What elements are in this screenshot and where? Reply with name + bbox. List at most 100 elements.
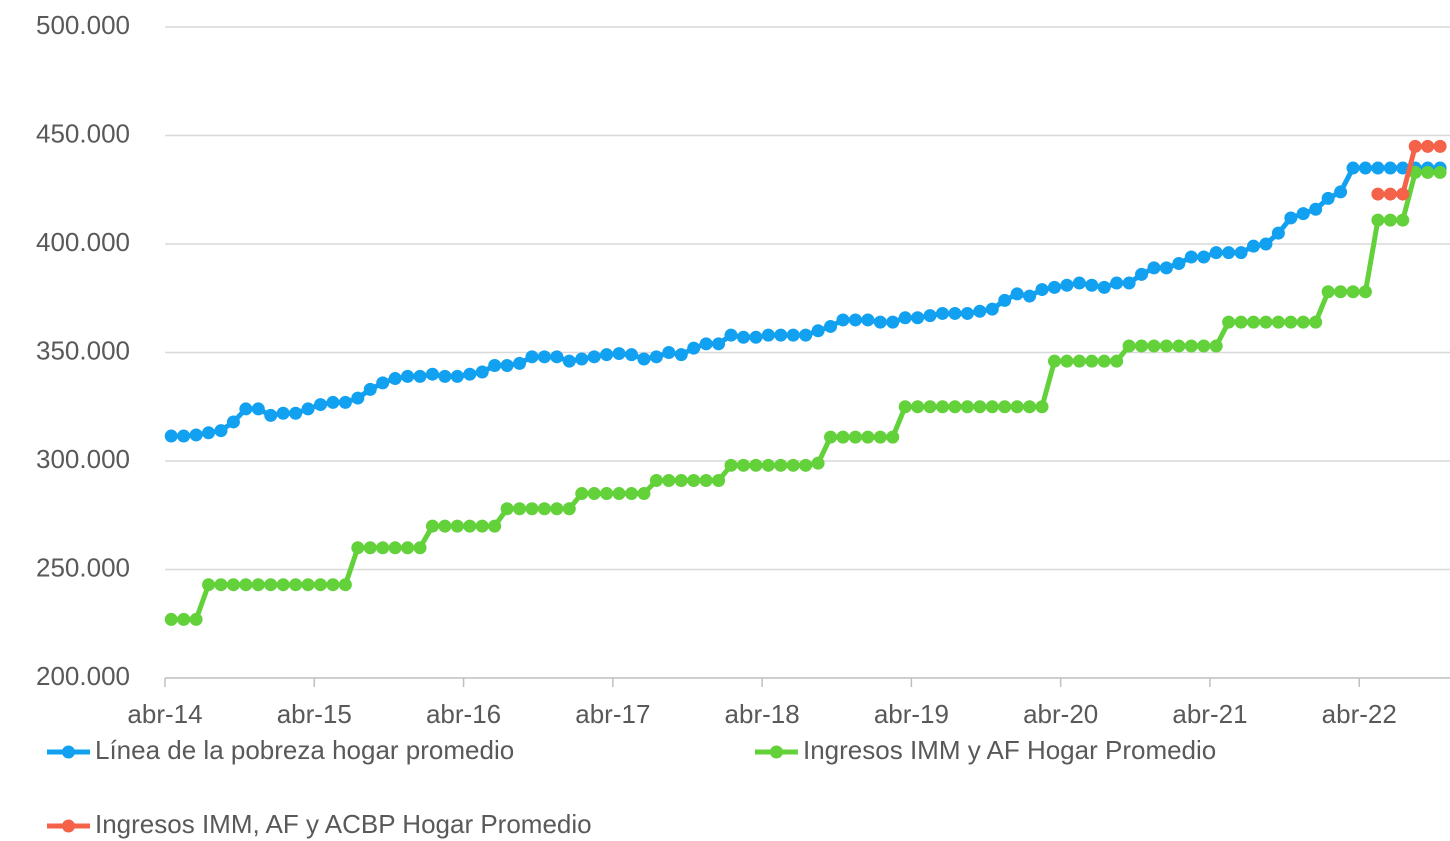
data-point (1110, 276, 1124, 290)
data-point (1284, 315, 1298, 329)
data-point (1047, 354, 1061, 368)
data-point (824, 430, 838, 444)
data-point (1159, 339, 1173, 353)
data-point (289, 406, 303, 420)
data-point (251, 578, 265, 592)
data-point (1110, 354, 1124, 368)
data-point (587, 487, 601, 501)
data-point (550, 502, 564, 516)
data-point (848, 313, 862, 327)
data-point (761, 458, 775, 472)
data-point (1408, 139, 1422, 153)
data-point (1060, 278, 1074, 292)
data-point (401, 541, 415, 555)
data-point (1321, 285, 1335, 299)
data-point (1184, 250, 1198, 264)
data-point (264, 408, 278, 422)
data-point (861, 313, 875, 327)
data-point (450, 519, 464, 533)
x-tick-label: abr-14 (127, 699, 202, 729)
data-point (226, 578, 240, 592)
data-point (1085, 278, 1099, 292)
data-point (1234, 315, 1248, 329)
data-point (886, 430, 900, 444)
data-point (886, 315, 900, 329)
y-tick-label: 200.000 (36, 661, 130, 691)
data-point (488, 359, 502, 373)
x-tick-label: abr-16 (426, 699, 501, 729)
x-tick-label: abr-17 (575, 699, 650, 729)
legend-marker (62, 819, 75, 833)
legend-marker (62, 745, 75, 759)
data-point (699, 474, 713, 488)
data-point (550, 350, 564, 364)
data-point (662, 474, 676, 488)
data-point (936, 306, 949, 320)
y-tick-label: 250.000 (36, 552, 130, 582)
data-point (923, 400, 937, 414)
data-point (475, 519, 489, 533)
data-point (985, 302, 999, 316)
data-point (998, 293, 1012, 307)
data-point (1383, 161, 1397, 175)
data-point (1334, 285, 1348, 299)
data-point (774, 458, 788, 472)
data-point (1284, 211, 1298, 225)
data-point (164, 612, 178, 626)
data-point (202, 426, 216, 440)
data-point (911, 311, 925, 325)
data-point (724, 458, 738, 472)
data-point (525, 350, 539, 364)
data-point (1346, 285, 1360, 299)
data-point (1197, 339, 1211, 353)
data-point (923, 309, 937, 323)
data-point (251, 402, 265, 416)
data-point (301, 578, 315, 592)
legend-label: Ingresos IMM y AF Hogar Promedio (803, 735, 1216, 765)
data-point (1172, 339, 1186, 353)
data-point (363, 541, 377, 555)
data-point (438, 369, 452, 383)
data-point (537, 502, 551, 516)
data-point (587, 350, 601, 364)
data-point (1259, 315, 1273, 329)
data-point (1396, 213, 1410, 227)
data-point (239, 578, 253, 592)
data-point (1010, 287, 1024, 301)
data-point (1247, 315, 1260, 329)
data-point (612, 347, 626, 361)
data-point (973, 400, 987, 414)
data-point (637, 487, 651, 501)
data-point (674, 348, 688, 362)
data-point (836, 430, 850, 444)
data-point (326, 578, 340, 592)
data-point (1421, 139, 1435, 153)
data-point (475, 365, 489, 379)
data-point (811, 456, 825, 470)
data-point (575, 352, 589, 366)
x-tick-label: abr-19 (874, 699, 949, 729)
data-point (562, 502, 576, 516)
data-point (1433, 139, 1447, 153)
data-point (1072, 354, 1086, 368)
data-point (1122, 339, 1136, 353)
data-point (1159, 261, 1173, 275)
data-point (948, 306, 962, 320)
x-tick-label: abr-22 (1322, 699, 1397, 729)
data-point (712, 337, 726, 351)
data-point (500, 359, 514, 373)
data-point (1271, 226, 1285, 240)
data-point (649, 350, 663, 364)
data-point (500, 502, 514, 516)
data-point (314, 398, 327, 412)
data-point (1321, 191, 1335, 205)
data-point (1408, 165, 1422, 179)
data-point (824, 319, 838, 333)
data-point (226, 415, 240, 429)
data-point (761, 328, 775, 342)
data-point (351, 391, 365, 405)
data-point (687, 474, 701, 488)
data-point (749, 458, 763, 472)
data-point (1060, 354, 1074, 368)
data-point (425, 519, 439, 533)
